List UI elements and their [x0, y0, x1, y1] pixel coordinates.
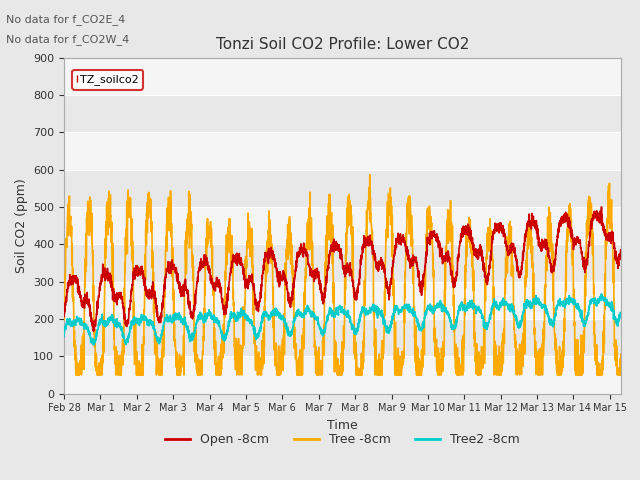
Open -8cm [298, 248, 306, 254]
Line: Open -8cm: Open -8cm [64, 207, 621, 331]
Text: No data for f_CO2W_4: No data for f_CO2W_4 [6, 34, 130, 45]
Bar [64, 132, 621, 169]
Open -8cm [90, 328, 97, 334]
Tree -8cm [157, 356, 164, 362]
Tree2 -8cm [124, 337, 132, 343]
Bar [64, 95, 621, 132]
Open -8cm [274, 279, 282, 285]
Bar [64, 319, 621, 356]
Tree -8cm [617, 351, 625, 357]
Tree -8cm [72, 372, 80, 378]
Tree -8cm [298, 333, 306, 338]
Tree2 -8cm [90, 342, 98, 348]
Bar [64, 207, 621, 244]
Tree -8cm [124, 200, 132, 205]
Tree -8cm [60, 288, 68, 294]
Open -8cm [157, 312, 164, 318]
Line: Tree -8cm: Tree -8cm [64, 175, 621, 375]
Tree2 -8cm [298, 311, 306, 317]
Tree -8cm [274, 372, 282, 378]
Y-axis label: Soil CO2 (ppm): Soil CO2 (ppm) [15, 178, 28, 273]
Tree2 -8cm [617, 312, 625, 317]
Tree2 -8cm [274, 309, 282, 314]
Tree2 -8cm [606, 305, 614, 311]
Legend: Open -8cm, Tree -8cm, Tree2 -8cm: Open -8cm, Tree -8cm, Tree2 -8cm [159, 428, 525, 451]
Text: No data for f_CO2E_4: No data for f_CO2E_4 [6, 14, 125, 25]
Open -8cm [598, 204, 605, 210]
Bar [64, 169, 621, 207]
Bar [64, 356, 621, 394]
Open -8cm [617, 247, 625, 253]
Tree2 -8cm [60, 334, 68, 339]
Tree -8cm [547, 210, 554, 216]
Tree2 -8cm [546, 320, 554, 325]
Tree -8cm [366, 172, 374, 178]
Bar [64, 58, 621, 95]
Line: Tree2 -8cm: Tree2 -8cm [64, 294, 621, 345]
Tree -8cm [606, 226, 614, 231]
Tree2 -8cm [598, 291, 605, 297]
Bar [64, 282, 621, 319]
Open -8cm [124, 321, 132, 326]
Open -8cm [546, 259, 554, 264]
X-axis label: Time: Time [327, 419, 358, 432]
Open -8cm [60, 313, 68, 319]
Open -8cm [606, 230, 614, 236]
Tree2 -8cm [157, 336, 164, 342]
Title: Tonzi Soil CO2 Profile: Lower CO2: Tonzi Soil CO2 Profile: Lower CO2 [216, 37, 469, 52]
Bar [64, 244, 621, 282]
